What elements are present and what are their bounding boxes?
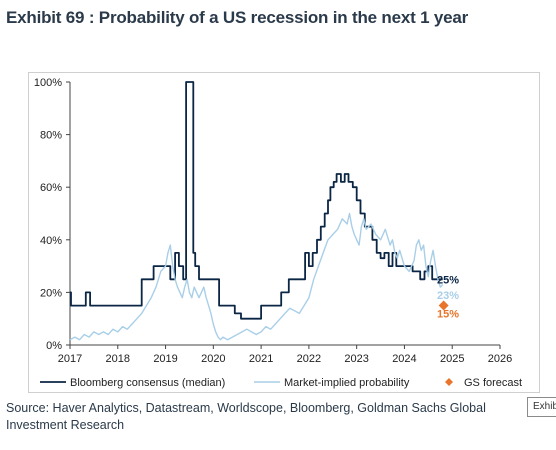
y-tick-label: 40% — [40, 235, 62, 247]
x-tick-label: 2017 — [58, 353, 82, 365]
market-implied-line — [69, 212, 444, 341]
y-tick-label: 60% — [40, 182, 62, 194]
legend-label-gs: GS forecast — [464, 377, 522, 389]
source-note: Source: Haver Analytics, Datastream, Wor… — [6, 401, 486, 432]
legend-label-bloomberg: Bloomberg consensus (median) — [70, 377, 225, 389]
end-label-gs: 15% — [437, 308, 459, 320]
x-tick-label: 2019 — [153, 353, 177, 365]
y-tick-label: 0% — [46, 340, 62, 352]
chart-frame — [28, 72, 540, 393]
end-label-bloomberg: 25% — [437, 274, 459, 286]
x-tick-label: 2024 — [392, 353, 416, 365]
series-layer — [69, 81, 449, 341]
x-tick-label: 2023 — [344, 353, 368, 365]
y-tick-label: 20% — [40, 287, 62, 299]
end-label-market: 23% — [437, 290, 459, 302]
x-tick-label: 2021 — [249, 353, 273, 365]
x-tick-label: 2022 — [297, 353, 321, 365]
legend-layer: Bloomberg consensus (median) Market-impli… — [40, 377, 522, 389]
x-tick-label: 2018 — [106, 353, 130, 365]
y-tick-label: 100% — [34, 77, 62, 89]
recession-probability-chart: 0% 20% 40% 60% 80% 100% 2017 2018 2019 2020 2021 20… — [34, 77, 522, 389]
legend-label-market: Market-implied probability — [284, 377, 410, 389]
x-tick-label: 2020 — [201, 353, 225, 365]
tooltip-box: Exhibit — [527, 397, 556, 417]
x-tick-label: 2025 — [440, 353, 464, 365]
label-layer: 25% 23% 15% — [437, 274, 459, 320]
bloomberg-consensus-line — [70, 81, 443, 320]
y-tick-label: 80% — [40, 130, 62, 142]
legend-swatch-gs — [445, 378, 453, 386]
chart-title: Exhibit 69 : Probability of a US recessi… — [6, 8, 469, 27]
gs-forecast-marker — [438, 300, 449, 311]
x-tick-label: 2026 — [488, 353, 512, 365]
axis-layer: 0% 20% 40% 60% 80% 100% 2017 2018 2019 2020 2021 20… — [34, 77, 512, 365]
